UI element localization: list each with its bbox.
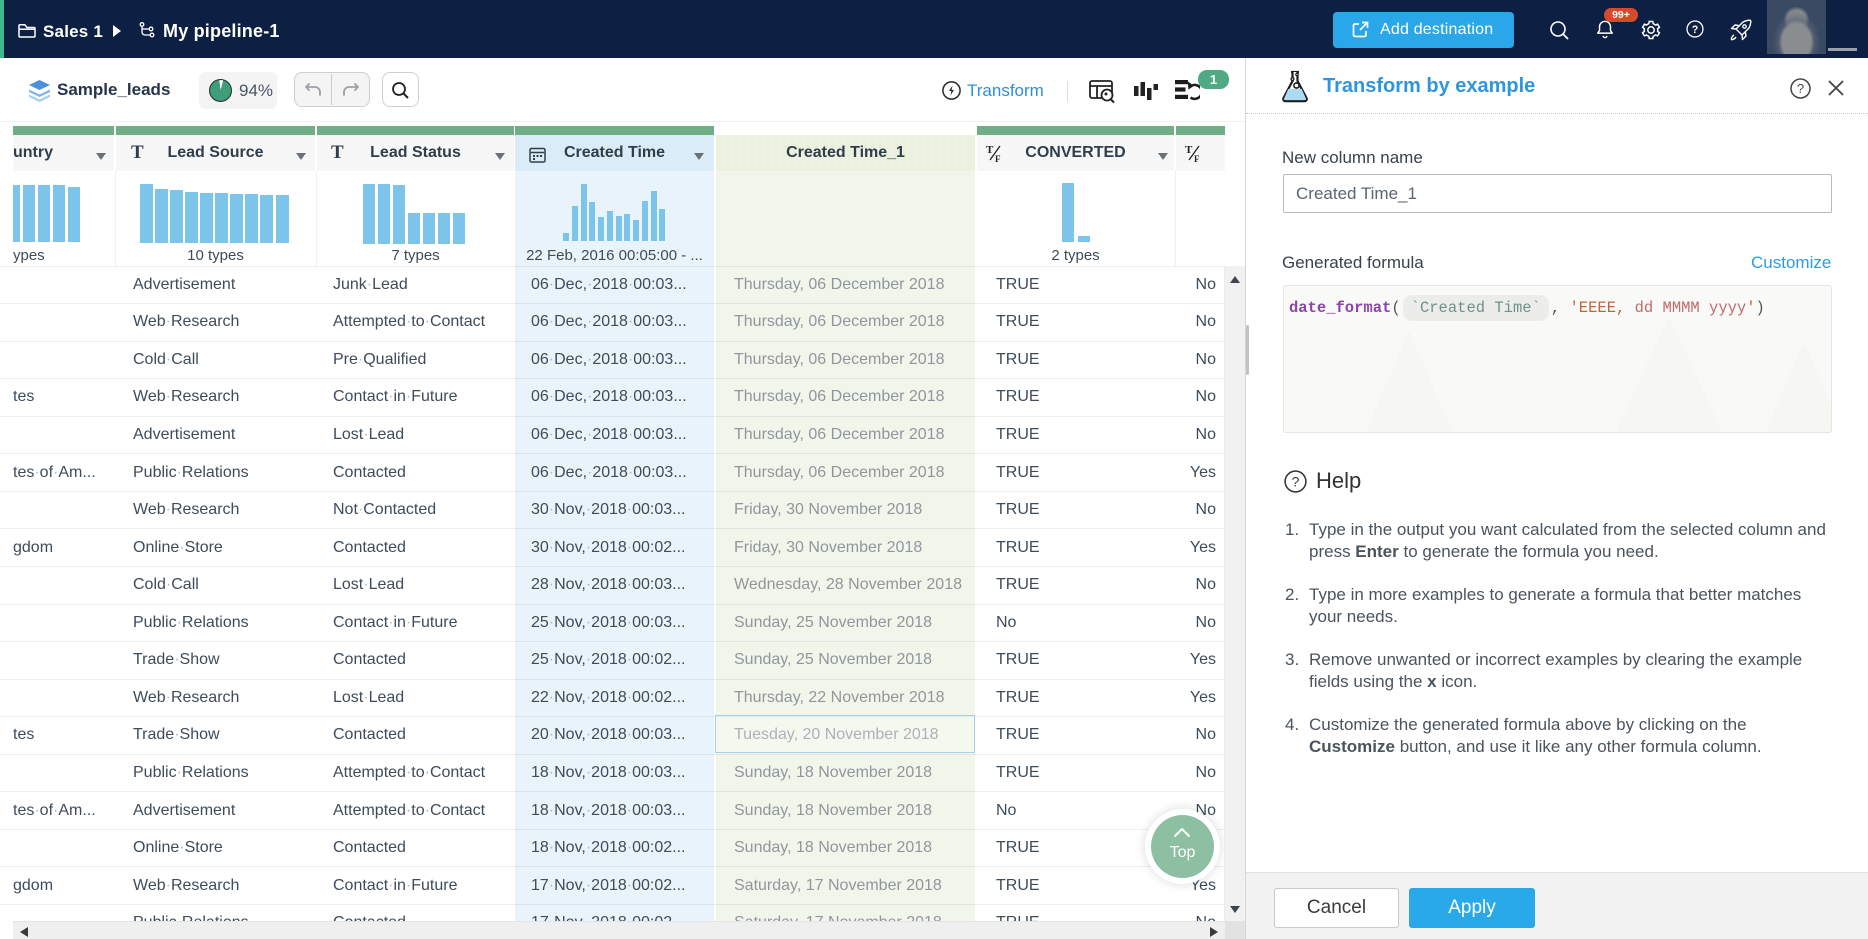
svg-text:T: T	[1185, 144, 1193, 156]
svg-text:?: ?	[1292, 474, 1300, 490]
svg-text:F: F	[1194, 154, 1200, 163]
svg-text:?: ?	[1692, 24, 1699, 36]
svg-text:T: T	[986, 144, 994, 156]
svg-text:?: ?	[1797, 81, 1804, 96]
svg-text:F: F	[995, 154, 1001, 163]
